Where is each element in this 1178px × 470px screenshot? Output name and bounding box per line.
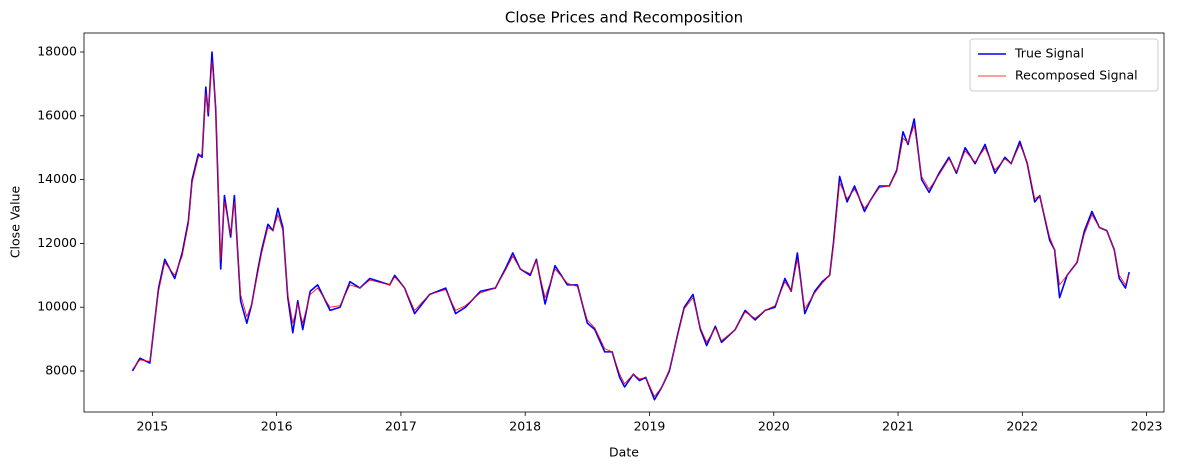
x-tick-label: 2015 bbox=[136, 419, 168, 434]
y-tick-label: 18000 bbox=[37, 44, 77, 59]
x-tick-label: 2022 bbox=[1006, 419, 1038, 434]
series-line bbox=[132, 61, 1130, 397]
x-tick-label: 2017 bbox=[385, 419, 417, 434]
axes-frame bbox=[83, 32, 1165, 413]
x-tick-label: 2019 bbox=[634, 419, 666, 434]
y-tick-label: 8000 bbox=[45, 363, 77, 378]
y-tick-label: 10000 bbox=[37, 299, 77, 314]
x-tick-label: 2021 bbox=[882, 419, 914, 434]
y-axis-label: Close Value bbox=[8, 186, 23, 259]
x-axis-label: Date bbox=[609, 445, 639, 460]
legend: True Signal Recomposed Signal bbox=[969, 38, 1159, 92]
y-tick-label: 16000 bbox=[37, 107, 77, 122]
y-tick-label: 14000 bbox=[37, 171, 77, 186]
x-tick-label: 2016 bbox=[261, 419, 293, 434]
y-tick-label: 12000 bbox=[37, 235, 77, 250]
x-tick-label: 2018 bbox=[509, 419, 541, 434]
legend-box bbox=[969, 38, 1159, 92]
x-tick-label: 2020 bbox=[758, 419, 790, 434]
chart-title: Close Prices and Recomposition bbox=[505, 9, 743, 27]
legend-label: Recomposed Signal bbox=[1015, 68, 1138, 83]
legend-label: True Signal bbox=[1014, 46, 1084, 61]
plot-area bbox=[131, 51, 1130, 401]
x-tick-label: 2023 bbox=[1131, 419, 1163, 434]
